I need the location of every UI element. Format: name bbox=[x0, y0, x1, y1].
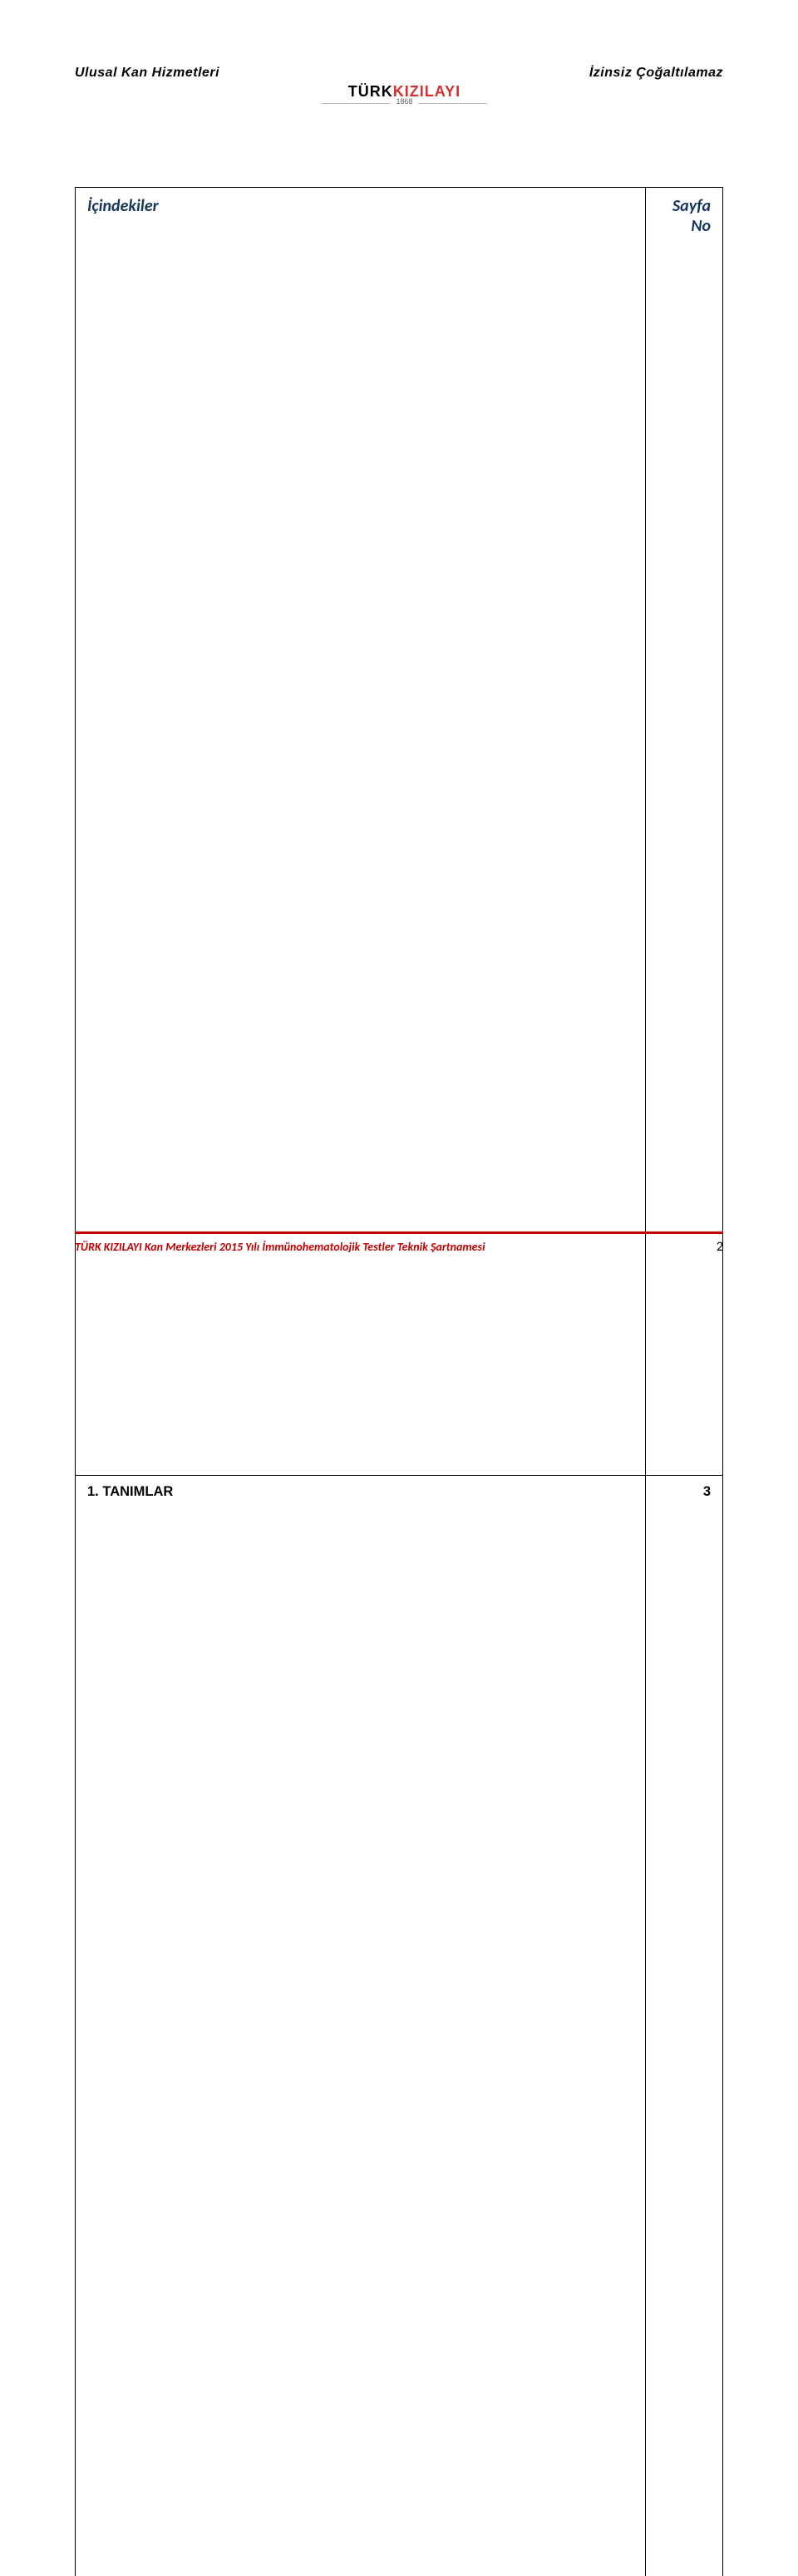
toc-row: 1. TANIMLAR 3 bbox=[76, 1476, 723, 2576]
brand-year: 1868 bbox=[391, 97, 417, 106]
footer-rule bbox=[75, 1231, 723, 1234]
header-right-text: İzinsiz Çoğaltılamaz bbox=[589, 66, 723, 81]
toc-header-page: Sayfa No bbox=[672, 196, 711, 236]
brand-text-turk: TÜRK bbox=[348, 83, 393, 100]
toc-header-label: İçindekiler bbox=[87, 196, 159, 216]
toc-table: İçindekiler Sayfa No 1. TANIMLAR 3 2. İH… bbox=[75, 187, 723, 2576]
page-header: Ulusal Kan Hizmetleri TÜRKKIZILAYI 1868 … bbox=[75, 33, 723, 112]
footer-page-number: 2 bbox=[717, 1239, 723, 1255]
toc-entry-page: 3 bbox=[703, 1484, 711, 1499]
header-left-text: Ulusal Kan Hizmetleri bbox=[75, 66, 219, 81]
brand-divider: 1868 bbox=[321, 103, 487, 112]
footer-bar: TÜRK KIZILAYI Kan Merkezleri 2015 Yılı İ… bbox=[75, 1239, 723, 1255]
document-page: Ulusal Kan Hizmetleri TÜRKKIZILAYI 1868 … bbox=[0, 0, 798, 1288]
crescent-icon bbox=[374, 33, 434, 81]
brand-logo: TÜRKKIZILAYI 1868 bbox=[321, 33, 487, 112]
footer-text: TÜRK KIZILAYI Kan Merkezleri 2015 Yılı İ… bbox=[75, 1240, 485, 1254]
toc-header-row: İçindekiler Sayfa No bbox=[76, 188, 723, 1476]
page-footer: TÜRK KIZILAYI Kan Merkezleri 2015 Yılı İ… bbox=[75, 1231, 723, 1255]
toc-entry-label: 1. TANIMLAR bbox=[87, 1484, 173, 1499]
